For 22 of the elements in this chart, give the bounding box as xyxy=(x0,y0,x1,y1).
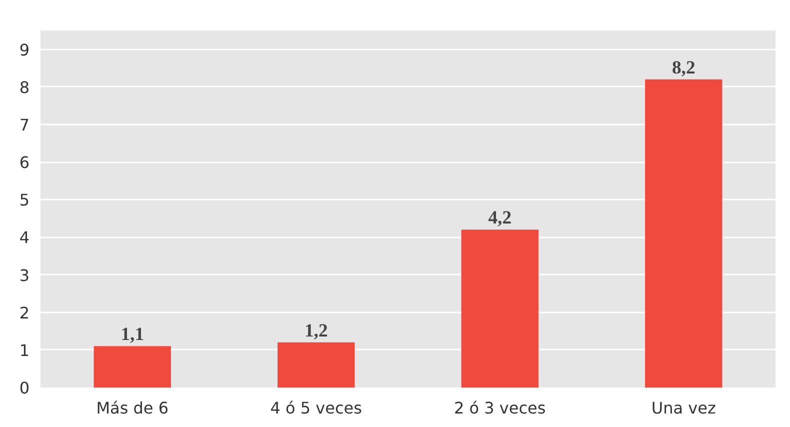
data-label: 8,2 xyxy=(672,57,696,78)
y-tick-label: 1 xyxy=(19,340,30,360)
x-tick-label: Una vez xyxy=(651,398,716,418)
y-tick-label: 6 xyxy=(19,153,30,172)
y-tick-label: 9 xyxy=(19,40,30,60)
data-label: 4,2 xyxy=(488,208,512,229)
y-tick-label: 5 xyxy=(19,190,30,210)
x-tick-label: 2 ó 3 veces xyxy=(454,398,546,418)
bar xyxy=(645,79,722,388)
y-tick-label: 4 xyxy=(19,228,30,248)
y-tick-label: 8 xyxy=(19,78,30,97)
y-tick-label: 0 xyxy=(19,378,30,398)
y-tick-label: 3 xyxy=(19,266,30,285)
data-label: 1,2 xyxy=(304,320,328,342)
y-tick-label: 2 xyxy=(19,303,30,322)
bar xyxy=(94,346,171,388)
x-tick-label: 4 ó 5 veces xyxy=(270,398,362,418)
x-tick-label: Más de 6 xyxy=(96,398,169,418)
y-tick-label: 7 xyxy=(19,115,30,134)
data-label: 1,1 xyxy=(120,324,144,346)
bar xyxy=(278,342,355,388)
bar xyxy=(461,230,538,388)
